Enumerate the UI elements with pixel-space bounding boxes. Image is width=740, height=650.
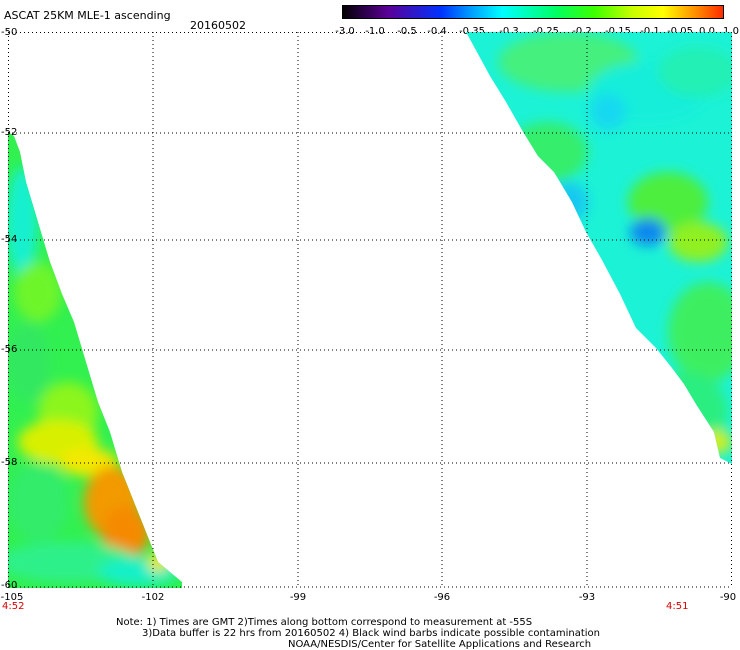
colorbar-label: 0.0 — [699, 26, 715, 37]
time-label-right: 4:51 — [666, 601, 689, 612]
product-title: ASCAT 25KM MLE-1 ascending — [4, 9, 171, 22]
lat-label: -60 — [1, 580, 18, 591]
wind-map — [8, 32, 732, 588]
right-swath — [466, 32, 732, 464]
left-swath — [8, 132, 182, 588]
colorbar-label: -0.4 — [427, 26, 447, 37]
colorbar-label: -0.15 — [605, 26, 631, 37]
product-date: 20160502 — [190, 19, 246, 32]
lat-label: -50 — [1, 27, 18, 38]
lat-lon-grid — [8, 32, 732, 588]
colorbar-labels: -3.0 -1.0 -0.5 -0.4 -0.35 -0.3 -0.25 -0.… — [300, 26, 740, 38]
note-line-1: Note: 1) Times are GMT 2)Times along bot… — [116, 617, 533, 628]
colorbar-label: -0.35 — [459, 26, 485, 37]
colorbar-label: -0.2 — [572, 26, 592, 37]
colorbar — [342, 5, 724, 19]
colorbar-label: -0.3 — [499, 26, 519, 37]
lon-label: -102 — [141, 592, 165, 603]
colorbar-label: -0.05 — [667, 26, 693, 37]
lon-label: -96 — [433, 592, 451, 603]
colorbar-label: -0.5 — [397, 26, 417, 37]
lon-label: -105 — [0, 592, 24, 603]
note-line-3: NOAA/NESDIS/Center for Satellite Applica… — [288, 639, 592, 650]
time-label-left: 4:52 — [2, 601, 25, 612]
colorbar-label: -1.0 — [365, 26, 385, 37]
note-line-2: 3)Data buffer is 22 hrs from 20160502 4)… — [142, 628, 600, 639]
lon-label: -90 — [719, 592, 737, 603]
lat-label: -54 — [1, 234, 18, 245]
colorbar-label: -0.25 — [533, 26, 559, 37]
lon-label: -93 — [578, 592, 596, 603]
lat-label: -56 — [1, 344, 18, 355]
colorbar-label: -3.0 — [335, 26, 355, 37]
lat-label: -58 — [1, 457, 18, 468]
lat-label: -52 — [1, 127, 18, 138]
colorbar-label: 1.0 — [723, 26, 739, 37]
colorbar-label: -0.1 — [640, 26, 660, 37]
lon-label: -99 — [289, 592, 307, 603]
